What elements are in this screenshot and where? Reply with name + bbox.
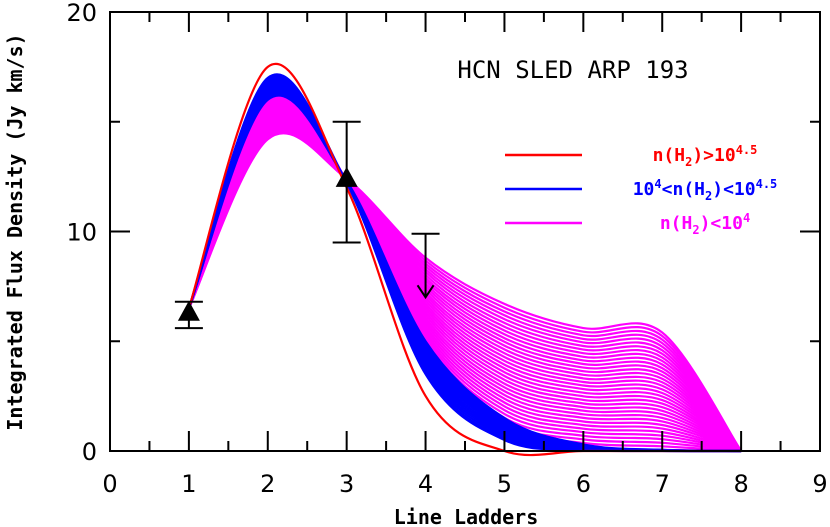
x-tick-label: 5 (497, 470, 512, 498)
blue-model-curve (187, 87, 742, 453)
magenta-model-curve (187, 127, 742, 452)
y-tick-label: 10 (66, 219, 97, 247)
x-tick-label: 4 (418, 470, 433, 498)
y-tick-label: 20 (66, 0, 97, 27)
legend-label: n(H2)<104 (660, 211, 750, 237)
magenta-model-curve (187, 110, 742, 452)
magenta-model-curve (187, 130, 743, 452)
blue-model-curve (187, 94, 742, 453)
x-tick-label: 9 (812, 470, 827, 498)
upper-limit-arrow (416, 284, 435, 300)
x-tick-label: 6 (576, 470, 591, 498)
observation-layer (174, 120, 440, 330)
x-tick-label: 3 (339, 470, 354, 498)
magenta-model-curve (187, 108, 742, 452)
x-tick-label: 2 (260, 470, 275, 498)
y-axis-title: Integrated Flux Density (Jy km/s) (3, 33, 27, 430)
magenta-model-curve (187, 100, 742, 452)
x-tick-label: 8 (733, 470, 748, 498)
x-tick-label: 7 (655, 470, 670, 498)
observed-point-marker (177, 300, 200, 321)
x-tick-label: 1 (181, 470, 196, 498)
observed-point-marker (335, 166, 358, 187)
legend: n(H2)>104.5 104<n(H2)<104.5 n(H2)<104 (505, 143, 777, 237)
chart-title: HCN SLED ARP 193 (457, 56, 688, 84)
tick-layer: 0 1 2 3 4 5 6 7 8 9 0 10 20 (66, 0, 827, 498)
magenta-model-curve (187, 132, 743, 452)
x-axis-title: Line Ladders (394, 505, 539, 527)
legend-label: 104<n(H2)<104.5 (633, 177, 778, 203)
legend-label: n(H2)>104.5 (653, 143, 758, 169)
x-tick-label: 0 (102, 470, 117, 498)
magenta-model-curve (187, 129, 742, 452)
y-tick-label: 0 (82, 438, 97, 466)
curve-layer (187, 63, 743, 457)
